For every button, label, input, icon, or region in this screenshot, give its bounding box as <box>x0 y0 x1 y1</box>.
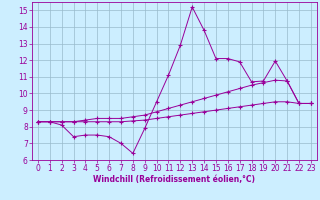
X-axis label: Windchill (Refroidissement éolien,°C): Windchill (Refroidissement éolien,°C) <box>93 175 255 184</box>
